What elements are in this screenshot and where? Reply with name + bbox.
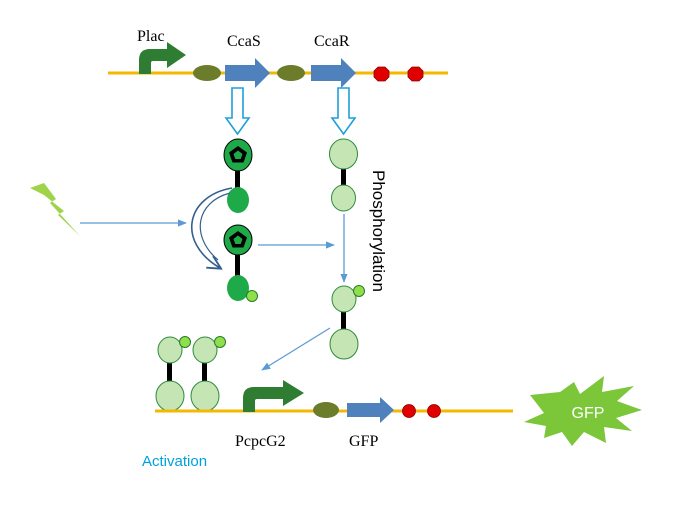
gfp-burst-icon [524,376,642,446]
phosphate-icon [179,336,191,348]
terminator-icon [407,66,424,82]
phosphate-icon [353,285,365,297]
dimerization-arrow [261,327,331,371]
gfp-output: GFP [524,376,642,446]
ccar-protein-inactive [329,138,358,212]
terminator-icon [427,404,441,418]
conformational-change-arrow [191,187,233,268]
conformational-change-arrow-inner [199,192,231,261]
phosphate-icon [214,336,226,348]
light-bolt-icon [30,183,80,236]
promoter-arrow-icon [243,380,304,412]
phosphate-icon [246,290,258,302]
terminator-icon [373,66,390,82]
activation-label: Activation [142,453,207,470]
bottom-dna-construct: PcpcG2 GFP [155,380,513,450]
rbs-icon [313,402,339,418]
gene-arrow-icon [347,397,394,423]
gene-arrow-icon [311,58,356,88]
ccas-protein-active [223,224,258,302]
gfp-gene-label: GFP [349,433,378,450]
terminator-icon [402,404,416,418]
pcpcg2-label: PcpcG2 [235,433,286,450]
gfp-protein-label: GFP [572,405,605,422]
rbs-icon [277,65,305,81]
ccar-dimer [155,336,226,412]
ccar-protein-active [329,285,365,360]
gene-arrow-icon [225,58,270,88]
promoter-arrow-icon [139,42,186,74]
top-dna-construct: Plac CcaS CcaR [108,28,448,88]
ccas-label: CcaS [227,33,261,50]
ccar-label: CcaR [314,33,350,50]
rbs-icon [193,65,221,81]
ccas-protein-inactive [223,138,253,213]
expression-arrow-ccas [224,87,251,136]
plac-label: Plac [137,28,165,45]
phosphorylation-label: Phosphorylation [369,170,388,292]
expression-arrow-ccar [330,87,357,136]
